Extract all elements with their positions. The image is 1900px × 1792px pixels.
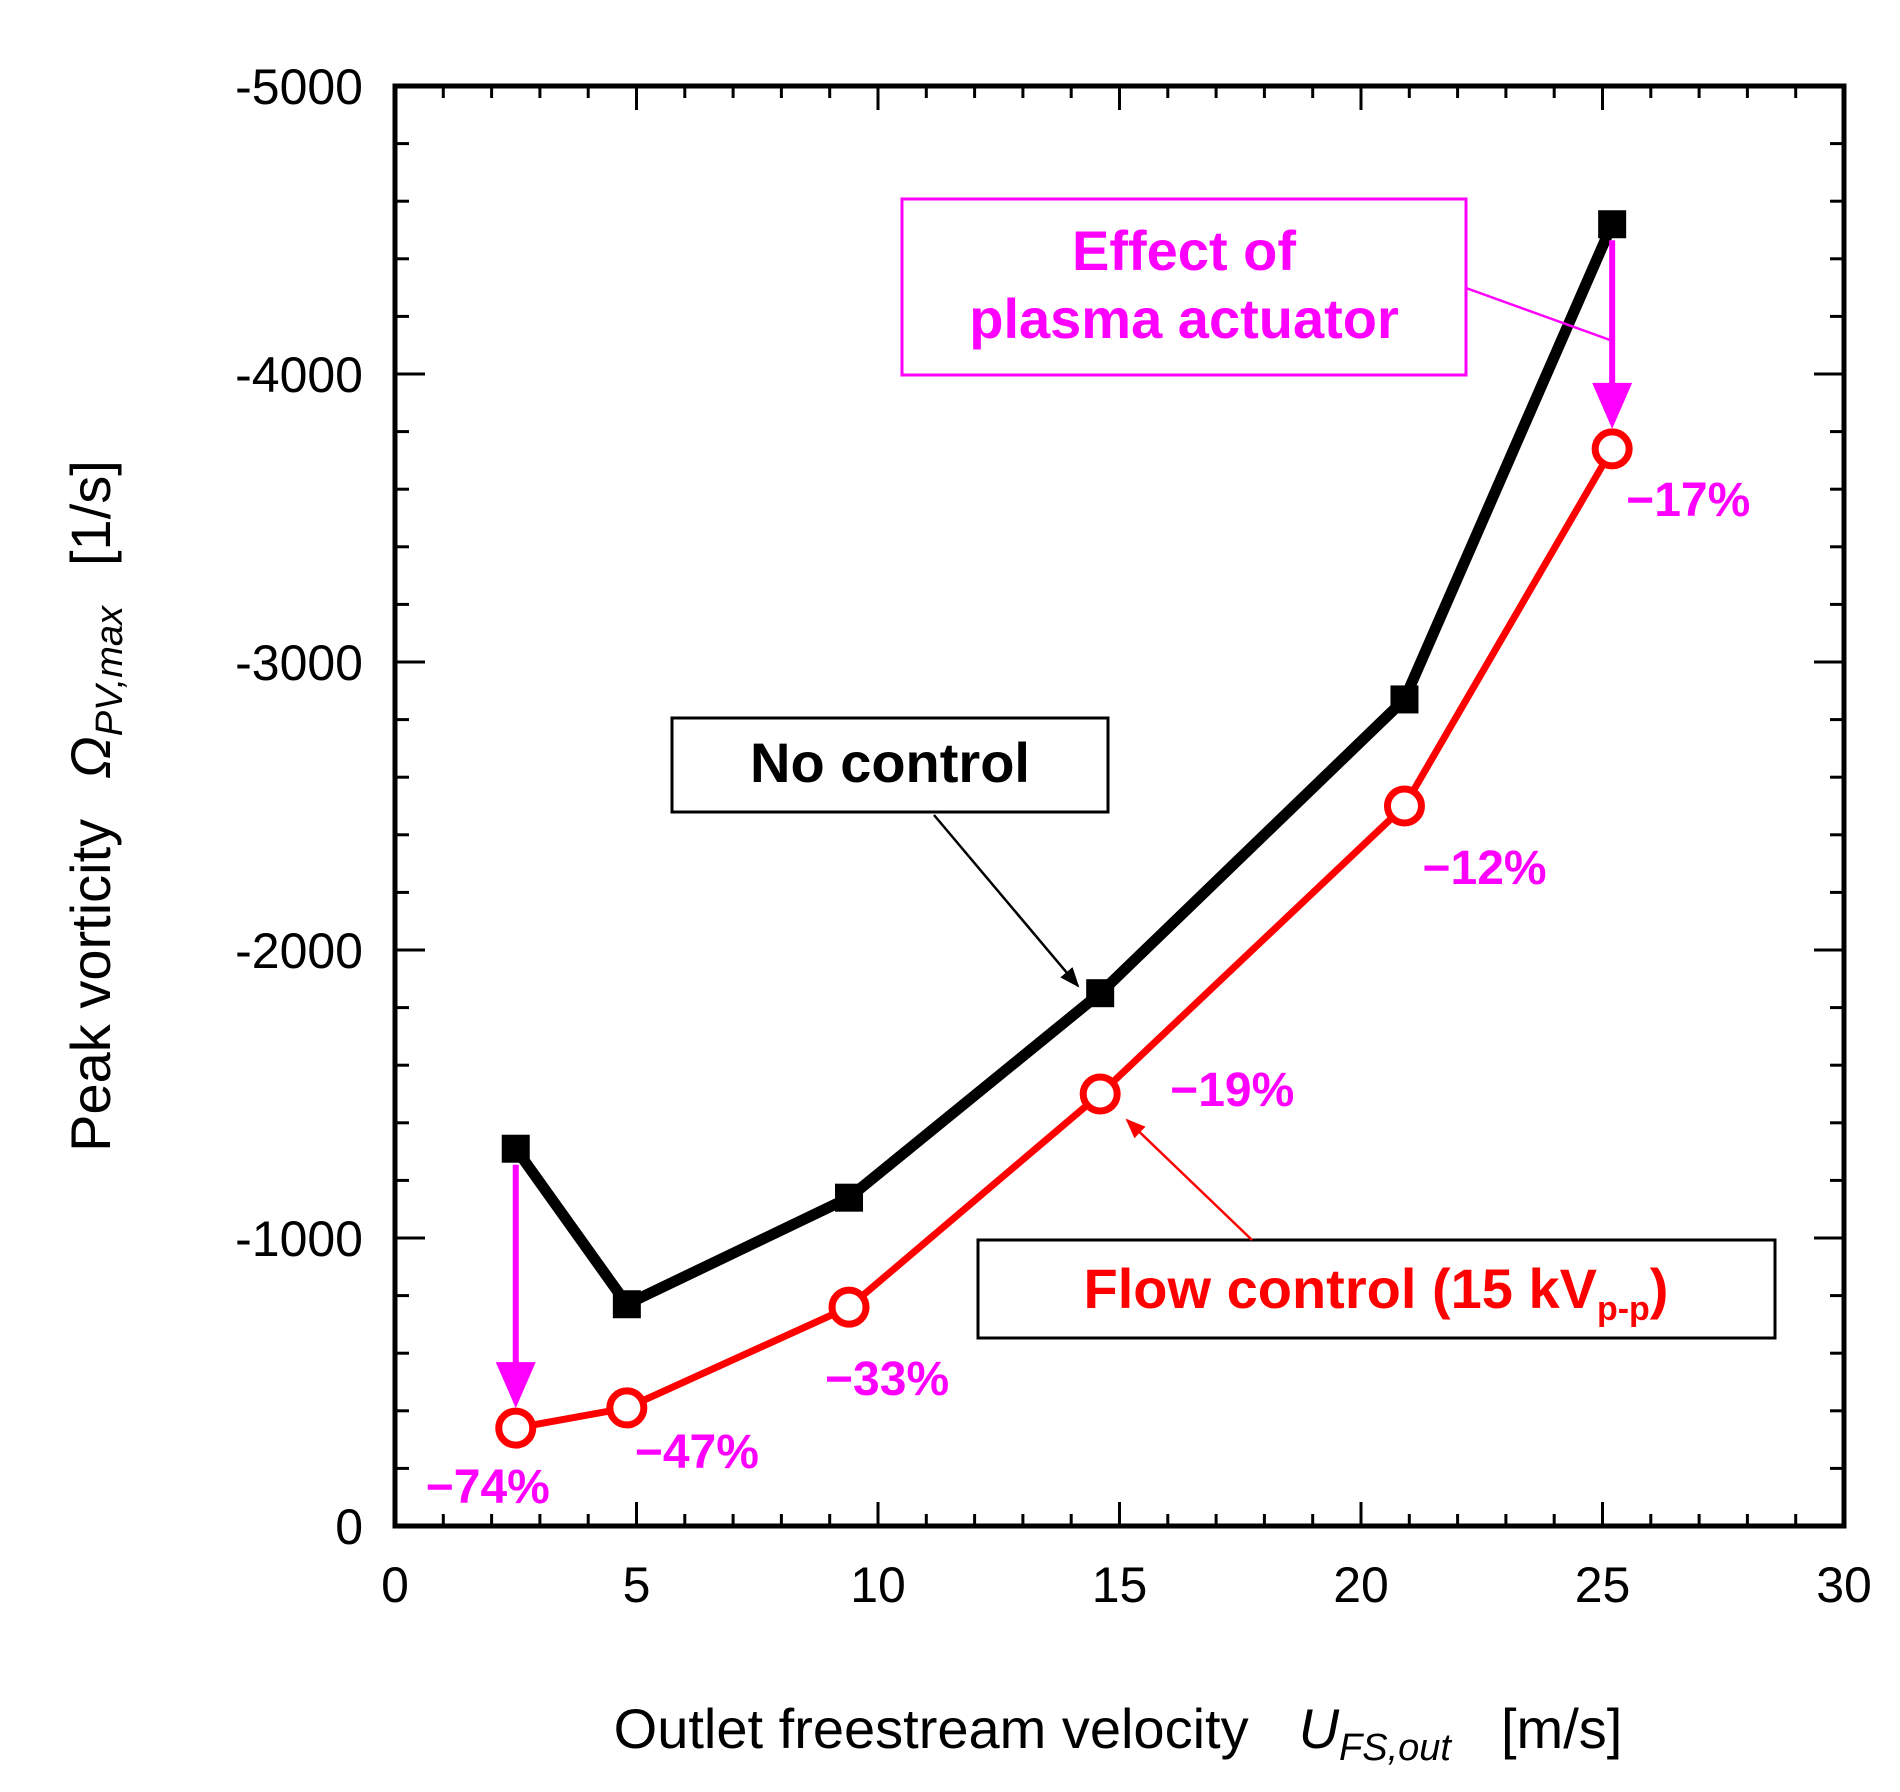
series-line: [511, 222, 1618, 1312]
flow-control-box-label: Flow control (15 kVp-p): [1084, 1257, 1669, 1328]
data-point-circle: [1383, 785, 1425, 827]
effect-arrow-head: [495, 1362, 536, 1409]
x-tick-label: 30: [1816, 1557, 1872, 1613]
data-point-circle: [1591, 428, 1633, 470]
y-tick-label: 0: [335, 1499, 363, 1555]
data-point-circle: [495, 1407, 537, 1449]
no-control-pointer: [933, 814, 1080, 988]
no-control-callout: No control: [670, 716, 1110, 988]
x-tick-label: 10: [850, 1557, 906, 1613]
data-point-square: [1598, 210, 1627, 239]
reduction-label: −12%: [1422, 842, 1546, 895]
data-point-circle: [606, 1387, 648, 1429]
reduction-label: −19%: [1170, 1064, 1294, 1117]
flow-control-box: [976, 1238, 1777, 1340]
data-point-circle: [828, 1286, 870, 1328]
y-axis-title: Peak vorticityΩPV,max[1/s]: [59, 460, 131, 1152]
data-point-square: [1086, 979, 1115, 1008]
effect-pointer: [1465, 286, 1611, 342]
plot-frame: [392, 83, 1847, 1529]
y-tick-label: -1000: [235, 1211, 363, 1267]
no-control-box-label: No control: [750, 731, 1030, 794]
x-tick-label: 15: [1092, 1557, 1148, 1613]
flow-control-callout: Flow control (15 kVp-p): [976, 1118, 1777, 1340]
tick-labels: 0 5 10 15 20 25 30 0 -1000 -2000 -3000 -4000 -5000: [235, 59, 1872, 1613]
data-point-square: [612, 1290, 641, 1319]
series-no-control: [501, 210, 1627, 1319]
no-control-box: [670, 716, 1110, 814]
effect-arrow-head: [1592, 382, 1633, 429]
effect-box-line2: plasma actuator: [969, 287, 1399, 350]
data-point-circle: [1079, 1073, 1121, 1115]
effect-box-line1: Effect of: [1072, 219, 1296, 282]
reduction-label: −17%: [1626, 474, 1750, 527]
data-point-square: [501, 1134, 530, 1163]
reduction-label: −47%: [635, 1426, 759, 1479]
effect-arrows: [495, 240, 1633, 1409]
effect-box: [900, 197, 1468, 377]
reduction-labels: −74% −47% −33% −19% −12% −17%: [426, 474, 1751, 1514]
x-tick-label: 5: [623, 1557, 651, 1613]
x-tick-label: 0: [381, 1557, 409, 1613]
series-flow-control: [495, 428, 1633, 1449]
x-tick-label: 25: [1575, 1557, 1631, 1613]
reduction-label: −74%: [426, 1461, 550, 1514]
x-tick-label: 20: [1333, 1557, 1389, 1613]
y-tick-label: -2000: [235, 923, 363, 979]
y-tick-label: -4000: [235, 347, 363, 403]
x-axis-title: Outlet freestream velocity UFS,out [m/s]: [614, 1697, 1623, 1769]
data-point-square: [835, 1183, 864, 1212]
y-tick-label: -5000: [235, 59, 363, 115]
data-point-square: [1390, 685, 1419, 714]
effect-callout: Effect of plasma actuator: [900, 197, 1611, 377]
reduction-label: −33%: [825, 1353, 949, 1406]
y-tick-label: -3000: [235, 635, 363, 691]
flow-control-pointer: [1125, 1118, 1253, 1241]
